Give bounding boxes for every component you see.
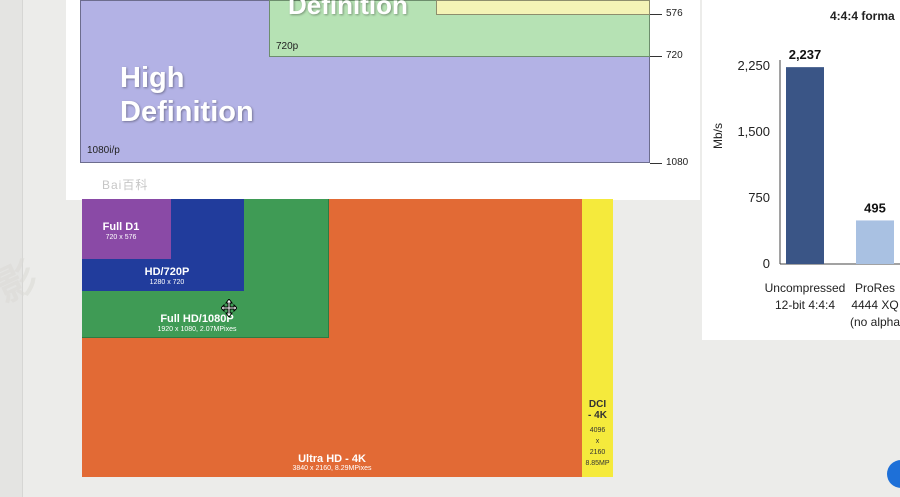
d1-dims: 720 x 576 <box>105 234 137 241</box>
tick-label-1080: 1080 <box>666 157 689 168</box>
y-tick-label: 0 <box>763 256 770 271</box>
dci-name-line2: - 4K <box>588 410 607 421</box>
block-576 <box>436 0 650 15</box>
category-label: (no alpha <box>850 315 900 329</box>
chart-title: 4:4:4 forma <box>830 9 895 23</box>
floating-action-icon[interactable] <box>887 460 900 488</box>
y-tick-label: 1,500 <box>737 124 770 139</box>
uhd-dims: 3840 x 2160, 8.29MPixes <box>292 465 372 472</box>
bar <box>786 67 824 264</box>
dci-name-line1: DCI <box>588 399 607 410</box>
high-definition-title-line1: High <box>120 62 185 94</box>
dci-dims-line2: x <box>595 438 600 445</box>
tick-label-576: 576 <box>666 8 683 19</box>
resolution-comparison-chart: DCI - 4K 4096 x 2160 8.85MP Ultra HD - 4… <box>82 199 613 477</box>
y-tick-label: 750 <box>748 190 770 205</box>
bar <box>856 220 894 264</box>
dci-dims-line1: 4096 <box>589 427 606 434</box>
tick-576 <box>650 14 662 15</box>
hd720-dims: 1280 x 720 <box>149 279 185 286</box>
full-hd-name: Full HD/1080P <box>160 313 234 325</box>
bitrate-bar-chart: 4:4:4 forma Mb/s 2,250 1,500 750 0 2,237 Unc… <box>702 0 900 340</box>
category-label: ProRes <box>855 281 895 295</box>
dci-dims-line3: 2160 <box>589 449 606 456</box>
y-tick-label: 2,250 <box>737 58 770 73</box>
block-full-d1: Full D1 720 x 576 <box>82 199 171 259</box>
block-dci-4k: DCI - 4K 4096 x 2160 8.85MP <box>582 199 613 477</box>
category-label: Uncompressed <box>765 281 846 295</box>
high-definition-title-line2: Definition <box>120 96 254 128</box>
d1-name: Full D1 <box>102 221 140 233</box>
tick-720 <box>650 56 662 57</box>
hd720-name: HD/720P <box>144 266 190 278</box>
tick-1080 <box>650 163 662 164</box>
hd-resolution-chart: 1080i/p 720p Definition High Definition … <box>66 0 700 200</box>
bar-value-label: 495 <box>864 200 886 215</box>
background-watermark-left: 影 <box>0 254 45 312</box>
y-axis-label: Mb/s <box>711 123 725 149</box>
label-720: 720p <box>276 41 299 52</box>
label-1080: 1080i/p <box>87 145 120 156</box>
bar-value-label: 2,237 <box>789 47 822 62</box>
move-cursor-icon <box>221 299 237 317</box>
left-sidebar-strip <box>0 0 23 497</box>
category-label: 12-bit 4:4:4 <box>775 298 835 312</box>
category-label: 4444 XQ <box>851 298 898 312</box>
bar-chart-svg: 4:4:4 forma Mb/s 2,250 1,500 750 0 2,237 Unc… <box>711 9 900 329</box>
dci-dims-line4: 8.85MP <box>585 460 610 467</box>
top-definition-fragment: Definition <box>288 0 408 20</box>
full-hd-dims: 1920 x 1080, 2.07MPixes <box>157 326 237 333</box>
tick-label-720: 720 <box>666 50 683 61</box>
baidu-watermark: Bai百科 <box>102 178 149 192</box>
uhd-name: Ultra HD - 4K <box>298 453 366 465</box>
